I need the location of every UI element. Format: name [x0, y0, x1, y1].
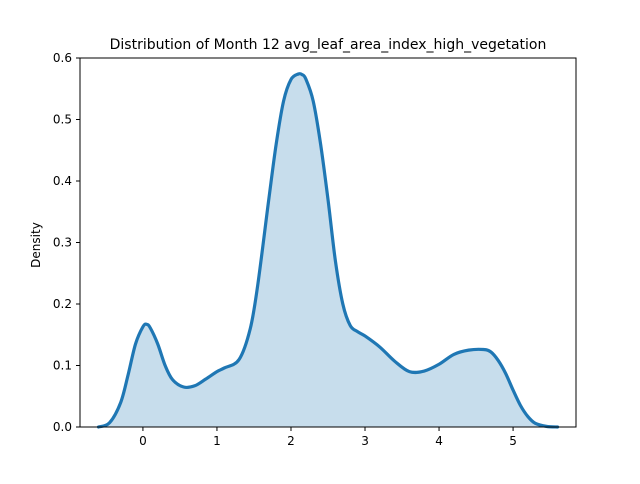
- x-tick-label: 4: [435, 434, 443, 448]
- x-tick-label: 3: [361, 434, 369, 448]
- y-tick-label: 0.6: [53, 51, 72, 65]
- y-tick-label: 0.5: [53, 113, 72, 127]
- y-tick-label: 0.3: [53, 236, 72, 250]
- x-tick-label: 1: [213, 434, 221, 448]
- density-line: [96, 72, 560, 429]
- y-tick-label: 0.4: [53, 174, 72, 188]
- density-area-fill: [98, 73, 558, 428]
- y-axis-label: Density: [29, 222, 43, 268]
- y-tick-label: 0.2: [53, 297, 72, 311]
- x-tick-label: 0: [139, 434, 147, 448]
- x-tick-label: 2: [287, 434, 295, 448]
- y-tick-label: 0.1: [53, 359, 72, 373]
- chart-title: Distribution of Month 12 avg_leaf_area_i…: [110, 37, 547, 53]
- y-tick-label: 0.0: [53, 420, 72, 434]
- x-tick-label: 5: [509, 434, 517, 448]
